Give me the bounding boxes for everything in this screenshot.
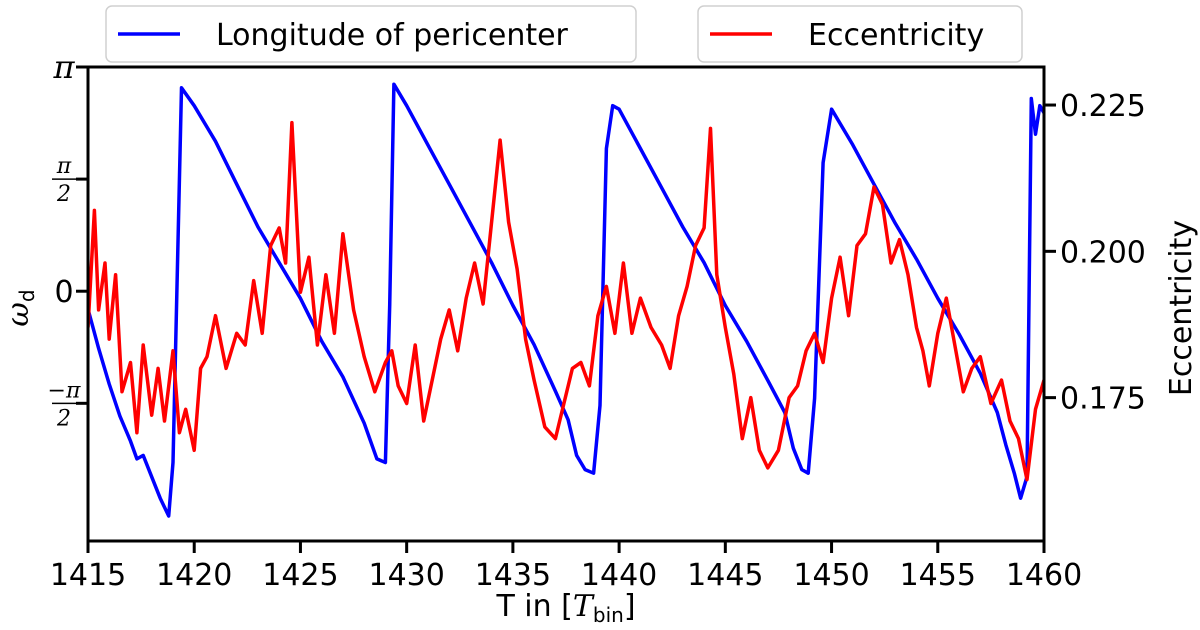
x-tick-label: 1440 — [581, 558, 657, 593]
series-layer — [88, 82, 1044, 518]
y-right-axis-ticks: 0.175 0.200 0.225 — [1044, 89, 1146, 417]
legend-pericenter: Longitude of pericenter — [105, 5, 637, 63]
y-right-axis-label: Eccentricity — [1164, 220, 1199, 396]
series-line-pericenter — [88, 82, 1044, 518]
legend-pericenter-box — [105, 5, 637, 63]
x-tick-label: 1420 — [156, 558, 232, 593]
y-left-tick-numerator: π — [56, 154, 72, 179]
y-left-tick-denominator: 2 — [56, 182, 71, 207]
y-left-tick-numerator: −π — [48, 378, 81, 403]
x-tick-label: 1425 — [262, 558, 338, 593]
x-tick-label: 1415 — [50, 558, 126, 593]
legend-pericenter-label: Longitude of pericenter — [216, 18, 569, 53]
x-axis-label: T in [Tbin] — [495, 589, 635, 627]
y-right-tick-label: 0.175 — [1060, 382, 1146, 417]
series-line-eccentricity — [88, 120, 1044, 482]
legend-eccentricity: Eccentricity — [697, 5, 1023, 63]
x-tick-label: 1430 — [368, 558, 444, 593]
x-axis-ticks: 1415 1420 1425 1430 1435 1440 1445 1450 1455 1460 — [50, 541, 1082, 593]
legend-eccentricity-label: Eccentricity — [808, 18, 984, 53]
y-left-axis-ticks: π π 2 0 −π 2 — [48, 48, 88, 431]
x-tick-label: 1435 — [475, 558, 551, 593]
y-right-tick-label: 0.225 — [1060, 89, 1146, 124]
x-tick-label: 1445 — [687, 558, 763, 593]
y-left-tick-label: 0 — [54, 275, 73, 310]
y-left-tick-denominator: 2 — [56, 406, 71, 431]
plot-frame — [86, 65, 1046, 543]
y-left-tick-label: π — [52, 48, 75, 86]
x-tick-label: 1450 — [793, 558, 869, 593]
x-tick-label: 1460 — [1006, 558, 1082, 593]
legend-eccentricity-box — [697, 5, 1023, 63]
y-left-axis-label: ωd — [1, 289, 39, 326]
y-right-tick-label: 0.200 — [1060, 235, 1146, 270]
x-tick-label: 1455 — [900, 558, 976, 593]
